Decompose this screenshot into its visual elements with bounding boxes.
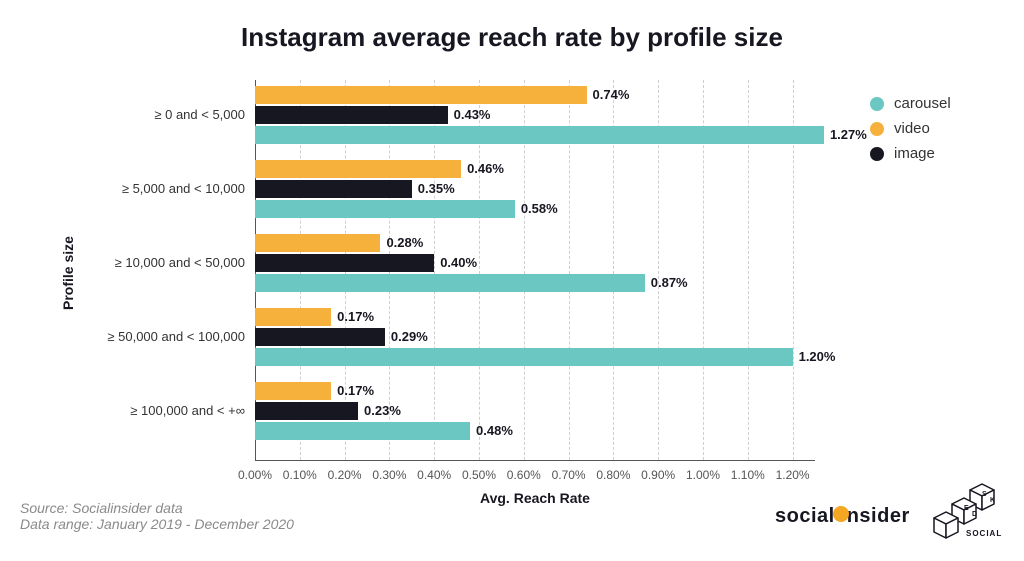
chart-area: 0.00%0.10%0.20%0.30%0.40%0.50%0.60%0.70%… [255, 80, 815, 460]
x-tick-label: 0.50% [462, 468, 496, 482]
bar-label: 0.43% [454, 107, 491, 122]
bar-carousel [255, 200, 515, 218]
category-label: ≥ 5,000 and < 10,000 [65, 181, 245, 196]
category-label: ≥ 10,000 and < 50,000 [65, 255, 245, 270]
legend-item: carousel [870, 95, 951, 112]
bar-label: 0.17% [337, 383, 374, 398]
category-label: ≥ 0 and < 5,000 [65, 107, 245, 122]
legend-item: video [870, 120, 951, 137]
y-axis-title: Profile size [60, 236, 76, 310]
x-tick-label: 0.90% [641, 468, 675, 482]
bar-video [255, 382, 331, 400]
bar-label: 0.40% [440, 255, 477, 270]
category-label: ≥ 50,000 and < 100,000 [65, 329, 245, 344]
sked-social-logo: S K E D SOCIAL [930, 480, 1010, 540]
bar-carousel [255, 126, 824, 144]
bar-image [255, 328, 385, 346]
source-line-1: Source: Socialinsider data [20, 500, 294, 516]
legend-label: carousel [894, 95, 951, 112]
bar-label: 0.46% [467, 161, 504, 176]
bar-video [255, 86, 587, 104]
bar-label: 0.48% [476, 423, 513, 438]
logo-text-right: nsider [847, 505, 910, 528]
bar-label: 0.74% [593, 87, 630, 102]
bar-image [255, 254, 434, 272]
legend-swatch-icon [870, 122, 884, 136]
svg-text:E: E [964, 505, 969, 512]
bar-label: 0.58% [521, 201, 558, 216]
logo-text-left: social [775, 505, 835, 528]
svg-text:SOCIAL: SOCIAL [966, 529, 1002, 538]
bar-image [255, 180, 412, 198]
legend-label: video [894, 120, 930, 137]
legend-swatch-icon [870, 147, 884, 161]
socialinsider-logo: social nsider [775, 505, 910, 528]
x-tick-label: 1.20% [776, 468, 810, 482]
bar-video [255, 160, 461, 178]
bar-label: 0.35% [418, 181, 455, 196]
x-tick-label: 1.10% [731, 468, 765, 482]
legend-item: image [870, 145, 951, 162]
x-tick-label: 0.30% [372, 468, 406, 482]
bar-image [255, 402, 358, 420]
bar-video [255, 308, 331, 326]
svg-text:K: K [990, 497, 995, 504]
bar-carousel [255, 422, 470, 440]
x-tick-label: 0.20% [328, 468, 362, 482]
x-tick-label: 0.80% [596, 468, 630, 482]
category-label: ≥ 100,000 and < +∞ [65, 403, 245, 418]
bar-label: 0.87% [651, 275, 688, 290]
source-line-2: Data range: January 2019 - December 2020 [20, 516, 294, 532]
logo-dot-icon [833, 506, 849, 522]
legend-label: image [894, 145, 935, 162]
bar-carousel [255, 348, 793, 366]
x-tick-label: 0.40% [417, 468, 451, 482]
x-tick-label: 0.00% [238, 468, 272, 482]
bar-label: 1.20% [799, 349, 836, 364]
x-tick-label: 0.60% [507, 468, 541, 482]
bar-carousel [255, 274, 645, 292]
bar-image [255, 106, 448, 124]
bar-label: 0.28% [386, 235, 423, 250]
svg-text:S: S [982, 491, 987, 498]
bar-label: 0.17% [337, 309, 374, 324]
x-axis-line [255, 460, 815, 461]
chart-container: Instagram average reach rate by profile … [0, 0, 1024, 561]
bar-label: 0.23% [364, 403, 401, 418]
svg-text:D: D [972, 511, 977, 518]
x-axis-title: Avg. Reach Rate [480, 490, 590, 506]
legend: carousel video image [870, 95, 951, 170]
x-tick-label: 0.70% [552, 468, 586, 482]
chart-title: Instagram average reach rate by profile … [0, 22, 1024, 53]
legend-swatch-icon [870, 97, 884, 111]
bar-label: 0.29% [391, 329, 428, 344]
bar-label: 1.27% [830, 127, 867, 142]
bar-video [255, 234, 380, 252]
footer-source: Source: Socialinsider data Data range: J… [20, 500, 294, 532]
x-tick-label: 1.00% [686, 468, 720, 482]
x-tick-label: 0.10% [283, 468, 317, 482]
